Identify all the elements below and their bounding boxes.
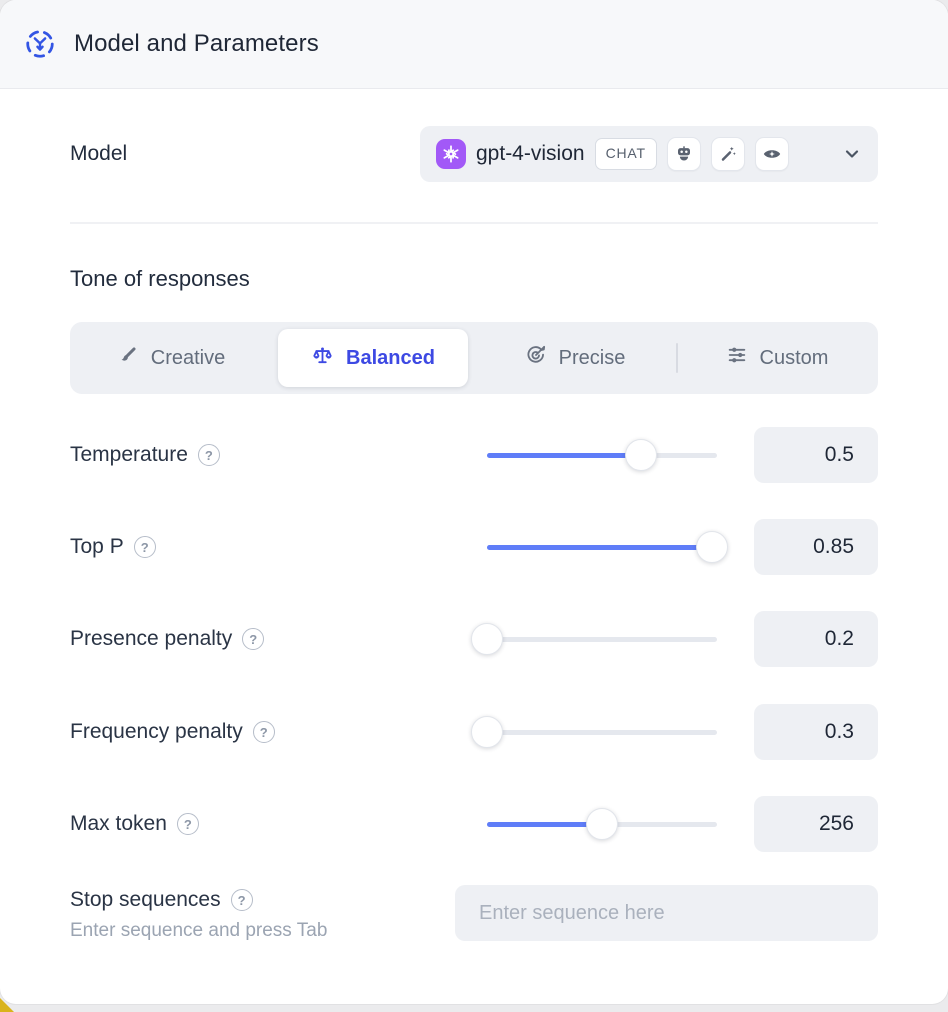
help-icon[interactable]	[197, 444, 220, 466]
help-icon[interactable]	[230, 889, 253, 911]
max-token-label: Max token	[70, 812, 167, 835]
robot-icon	[666, 137, 701, 171]
panel-title: Model and Parameters	[74, 30, 319, 57]
slider-fill	[487, 544, 713, 550]
model-select-dropdown[interactable]: gpt-4-vision CHAT	[420, 126, 878, 182]
segment-divider	[676, 343, 678, 373]
paintbrush-icon	[117, 344, 139, 372]
presence-penalty-value[interactable]: 0.2	[754, 611, 878, 667]
slider-track	[487, 729, 717, 735]
model-row: Model gpt-4-vision CH	[70, 126, 878, 182]
tone-option-label: Precise	[558, 346, 626, 369]
tone-heading: Tone of responses	[70, 266, 250, 291]
model-label: Model	[70, 142, 128, 165]
temperature-slider[interactable]	[487, 439, 717, 471]
slider-fill	[487, 821, 602, 827]
frequency-penalty-slider[interactable]	[471, 716, 717, 748]
tone-option-creative[interactable]: Creative	[70, 322, 272, 394]
top-p-value[interactable]: 0.85	[754, 519, 878, 575]
stop-sequences-row: Stop sequences Enter sequence and press …	[70, 884, 878, 950]
slider-thumb[interactable]	[471, 716, 503, 748]
tone-option-precise[interactable]: Precise	[474, 322, 676, 394]
slider-track	[487, 636, 717, 642]
stop-sequences-label: Stop sequences	[70, 888, 221, 911]
stop-sequence-input[interactable]	[455, 885, 878, 941]
max-token-slider[interactable]	[487, 808, 717, 840]
tone-segmented-control: Creative	[70, 322, 878, 394]
tone-option-label: Balanced	[346, 346, 435, 369]
target-icon	[525, 344, 547, 372]
section-divider	[70, 222, 878, 224]
selected-model-name: gpt-4-vision	[476, 142, 585, 165]
top-p-row: Top P 0.85	[70, 519, 878, 575]
help-icon[interactable]	[252, 721, 275, 743]
help-icon[interactable]	[176, 813, 199, 835]
slider-thumb[interactable]	[471, 623, 503, 655]
max-token-row: Max token 256	[70, 796, 878, 852]
tone-option-balanced[interactable]: Balanced	[278, 329, 468, 387]
frequency-penalty-row: Frequency penalty 0.3	[70, 704, 878, 760]
top-p-slider[interactable]	[487, 531, 729, 563]
presence-penalty-label: Presence penalty	[70, 627, 233, 650]
presence-penalty-row: Presence penalty 0.2	[70, 611, 878, 667]
chevron-down-icon	[842, 144, 862, 164]
magic-wand-icon	[710, 137, 745, 171]
temperature-value[interactable]: 0.5	[754, 427, 878, 483]
sliders-icon	[726, 344, 748, 372]
frequency-penalty-value[interactable]: 0.3	[754, 704, 878, 760]
help-icon[interactable]	[242, 628, 265, 650]
temperature-label: Temperature	[70, 443, 188, 466]
tone-option-label: Custom	[759, 346, 829, 369]
merge-dashed-circle-icon	[24, 28, 56, 60]
tone-option-label: Creative	[150, 346, 226, 369]
frequency-penalty-label: Frequency penalty	[70, 720, 243, 743]
slider-fill	[487, 452, 642, 458]
top-p-label: Top P	[70, 535, 124, 558]
presence-penalty-slider[interactable]	[471, 623, 717, 655]
slider-thumb[interactable]	[625, 439, 658, 471]
tone-option-custom[interactable]: Custom	[676, 322, 878, 394]
model-type-badge: CHAT	[594, 138, 657, 170]
balance-scale-icon	[311, 344, 334, 373]
help-icon[interactable]	[133, 536, 156, 558]
stop-sequences-helper-text: Enter sequence and press Tab	[70, 920, 328, 941]
panel-header: Model and Parameters	[0, 0, 948, 89]
slider-thumb[interactable]	[586, 808, 618, 840]
temperature-row: Temperature 0.5	[70, 427, 878, 483]
max-token-value[interactable]: 256	[754, 796, 878, 852]
openai-logo	[436, 139, 466, 169]
slider-thumb[interactable]	[696, 531, 729, 563]
vision-eye-icon	[754, 137, 789, 171]
